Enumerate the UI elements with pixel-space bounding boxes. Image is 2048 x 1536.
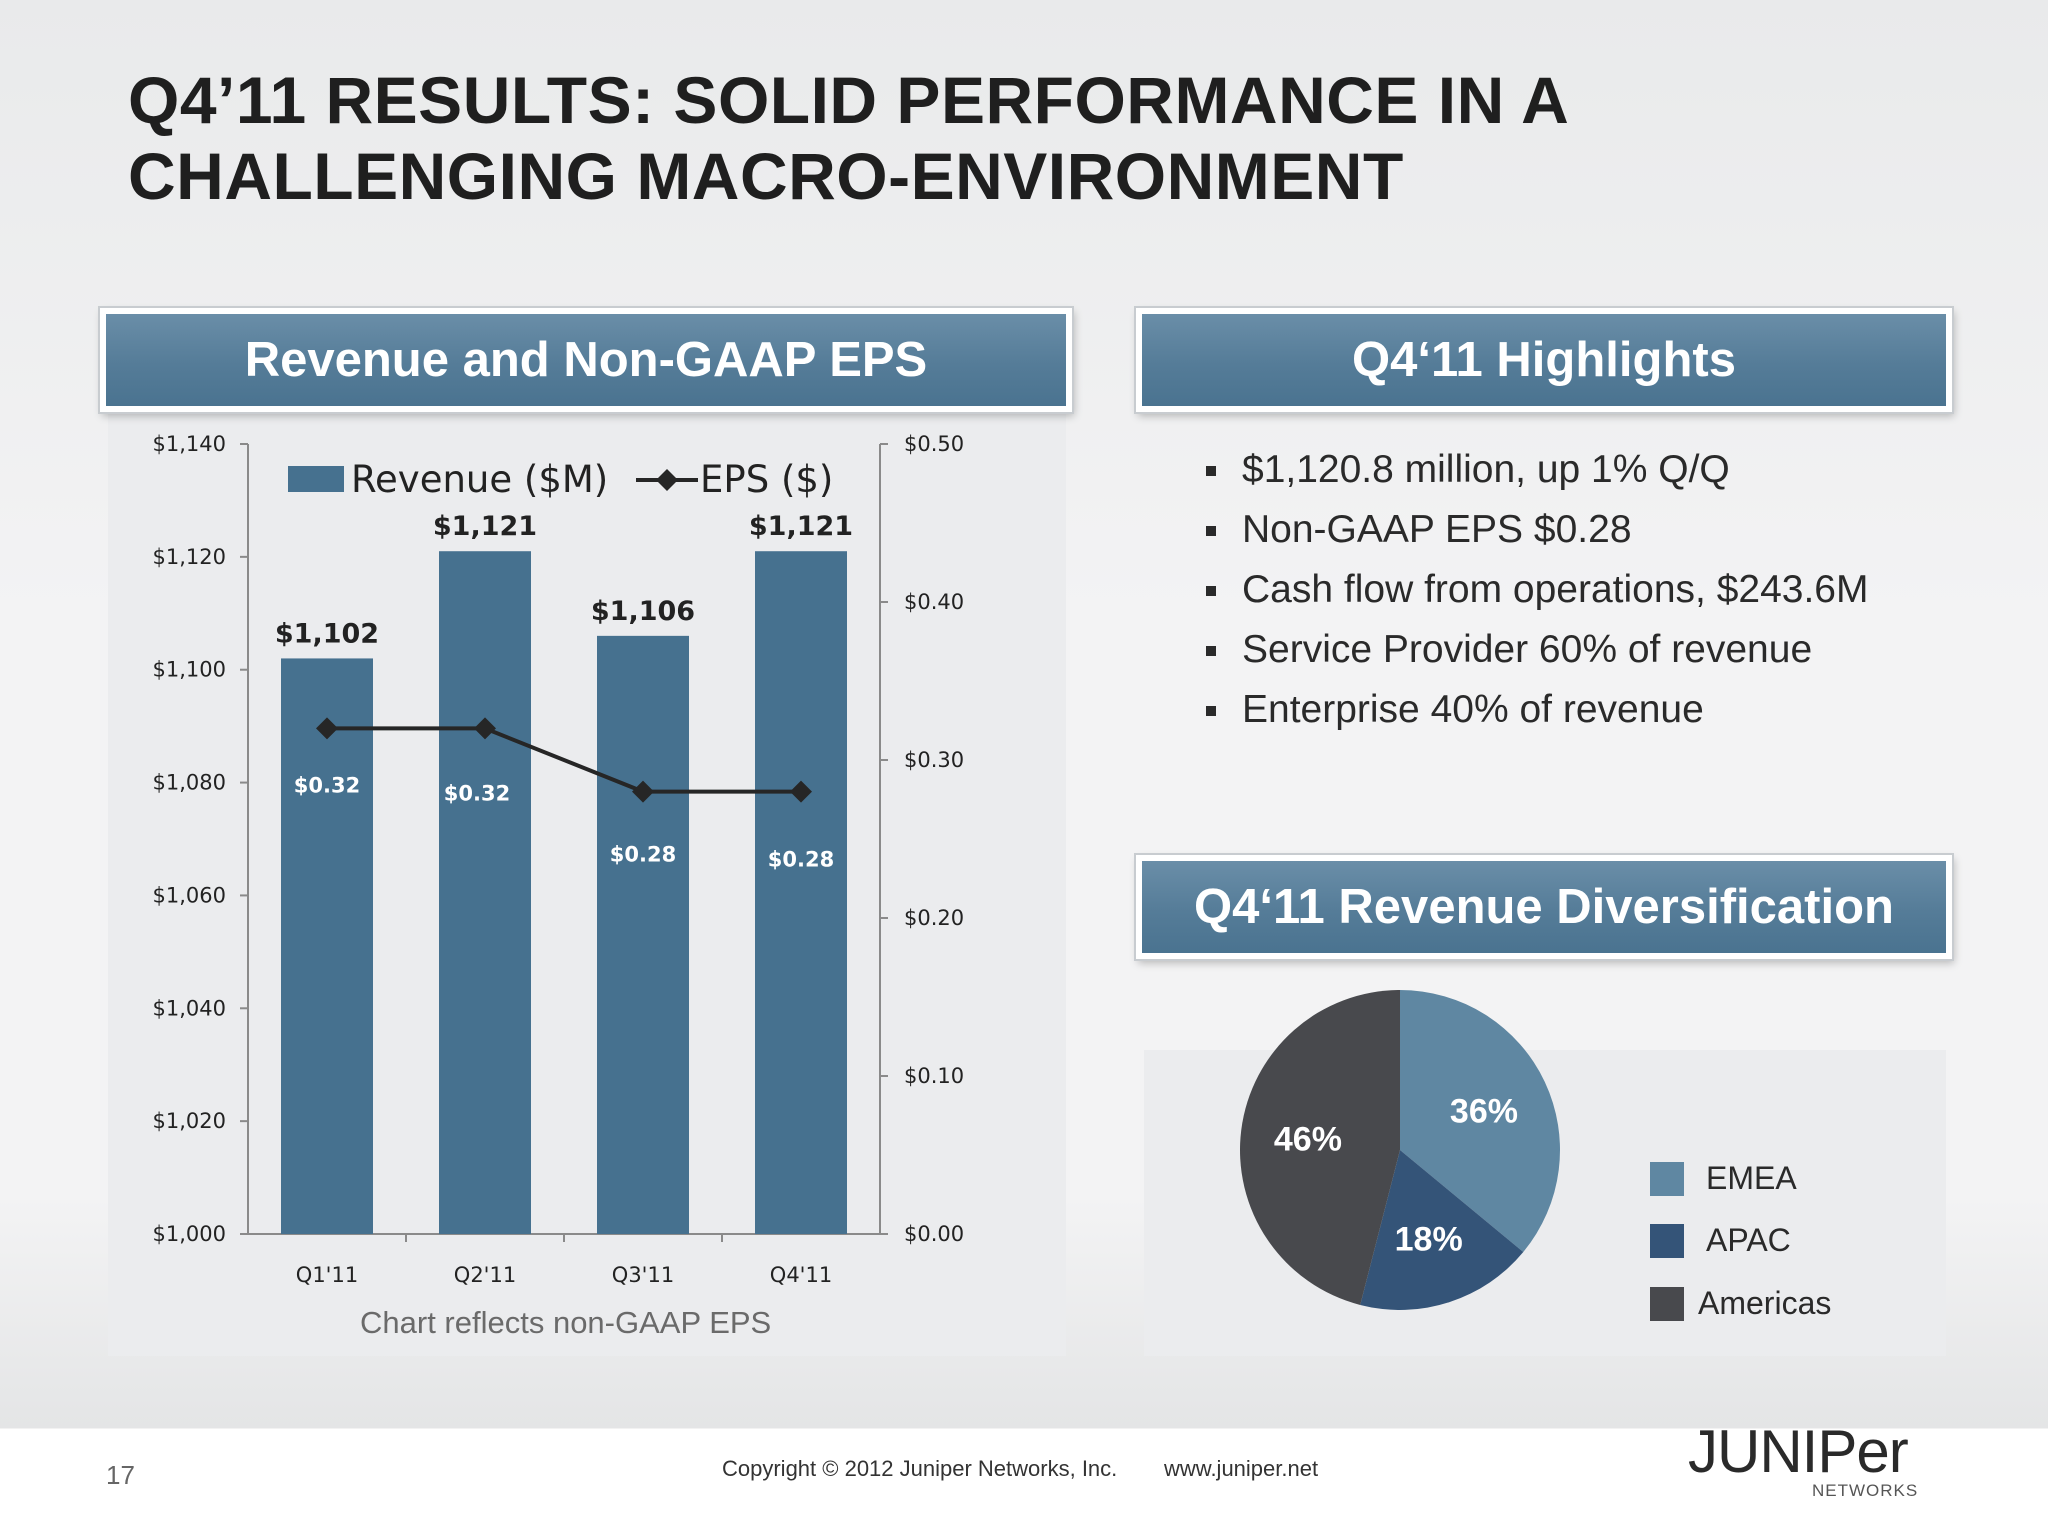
revenue-eps-header: Revenue and Non-GAAP EPS [100, 308, 1072, 412]
revenue-data-label: $1,102 [275, 618, 379, 649]
y2-tick-label: $0.40 [904, 590, 964, 614]
pie-legend-item: EMEA [1650, 1160, 1797, 1197]
highlight-item: Service Provider 60% of revenue [1200, 620, 1868, 680]
y-tick-label: $1,080 [153, 771, 226, 795]
chart-note: Chart reflects non-GAAP EPS [360, 1305, 772, 1340]
y2-tick-label: $0.00 [904, 1222, 964, 1246]
y-tick-label: $1,040 [153, 996, 226, 1020]
logo-wordmark: JUNIPer [1688, 1420, 1908, 1485]
pie-slice-emea [1400, 990, 1560, 1252]
y-tick-label: $1,120 [153, 545, 226, 569]
eps-data-label: $0.28 [610, 843, 676, 867]
logo-subtext: NETWORKS [1812, 1481, 1918, 1500]
y2-tick-label: $0.20 [904, 906, 964, 930]
copyright-text: Copyright © 2012 Juniper Networks, Inc. [722, 1456, 1118, 1481]
revenue-bar [597, 635, 689, 1234]
pie-value-label: 46% [1274, 1120, 1342, 1158]
revenue-data-label: $1,121 [749, 511, 853, 542]
legend-revenue-label: Revenue ($M) [351, 458, 608, 501]
revenue-diversification-pie: 36% 18% 46% [1240, 990, 1560, 1310]
y-tick-label: $1,060 [153, 883, 226, 907]
pie-legend-label: APAC [1706, 1222, 1791, 1258]
pie-legend-item: APAC [1650, 1222, 1791, 1259]
y-tick-label: $1,100 [153, 658, 226, 682]
highlights-list: $1,120.8 million, up 1% Q/Q Non-GAAP EPS … [1200, 440, 1868, 740]
y2-tick-label: $0.10 [904, 1064, 964, 1088]
x-tick-label: Q2'11 [454, 1263, 516, 1287]
slide-title: Q4’11 RESULTS: SOLID PERFORMANCE IN A CH… [128, 62, 1828, 214]
y-tick-label: $1,020 [153, 1109, 226, 1133]
y-tick-label: $1,000 [153, 1222, 226, 1246]
y2-tick-label: $0.30 [904, 748, 964, 772]
pie-slice-americas [1240, 990, 1400, 1305]
x-tick-label: Q4'11 [770, 1263, 832, 1287]
legend-eps-label: EPS ($) [700, 458, 833, 501]
website-link[interactable]: www.juniper.net [1164, 1456, 1319, 1481]
eps-data-label: $0.32 [444, 781, 510, 805]
revenue-bar [755, 551, 847, 1234]
pie-slice-apac [1360, 1150, 1524, 1310]
eps-marker [474, 717, 496, 740]
y-tick-label: $1,140 [153, 432, 226, 456]
highlights-header: Q4‘11 Highlights [1136, 308, 1952, 412]
eps-marker [316, 717, 338, 740]
eps-data-label: $0.28 [768, 848, 834, 872]
eps-line [327, 726, 801, 794]
pie-value-label: 18% [1395, 1220, 1463, 1258]
revenue-data-label: $1,106 [591, 596, 695, 627]
pie-legend-label: Americas [1698, 1285, 1832, 1321]
pie-value-label: 36% [1450, 1092, 1518, 1130]
pie-legend-item: Americas [1650, 1285, 1831, 1322]
x-tick-label: Q1'11 [296, 1263, 358, 1287]
slide-title-line-1: Q4’11 RESULTS: SOLID PERFORMANCE IN A [128, 63, 1570, 137]
x-tick-label: Q3'11 [612, 1263, 674, 1287]
highlight-item: Enterprise 40% of revenue [1200, 680, 1868, 740]
y2-tick-label: $0.50 [904, 432, 964, 456]
diversification-header: Q4‘11 Revenue Diversification [1136, 855, 1952, 959]
juniper-logo: JUNIPer NETWORKS [1688, 1420, 1918, 1500]
eps-marker [790, 780, 812, 803]
revenue-bar [439, 551, 531, 1234]
pie-legend-swatch [1650, 1286, 1684, 1321]
slide-title-line-2: CHALLENGING MACRO-ENVIRONMENT [128, 139, 1404, 213]
eps-data-label: $0.32 [294, 773, 360, 797]
highlight-item: $1,120.8 million, up 1% Q/Q [1200, 440, 1868, 500]
legend-eps-marker [656, 469, 678, 491]
eps-marker [632, 780, 654, 803]
page-number: 17 [106, 1460, 135, 1490]
revenue-bar [281, 658, 373, 1234]
revenue-chart-panel [108, 410, 1066, 1356]
pie-legend-label: EMEA [1706, 1160, 1797, 1196]
pie-legend-swatch [1650, 1223, 1684, 1258]
revenue-data-label: $1,121 [433, 511, 537, 542]
highlight-item: Cash flow from operations, $243.6M [1200, 560, 1868, 620]
legend-revenue-swatch [288, 466, 344, 492]
pie-legend-swatch [1650, 1161, 1684, 1196]
highlight-item: Non-GAAP EPS $0.28 [1200, 500, 1868, 560]
